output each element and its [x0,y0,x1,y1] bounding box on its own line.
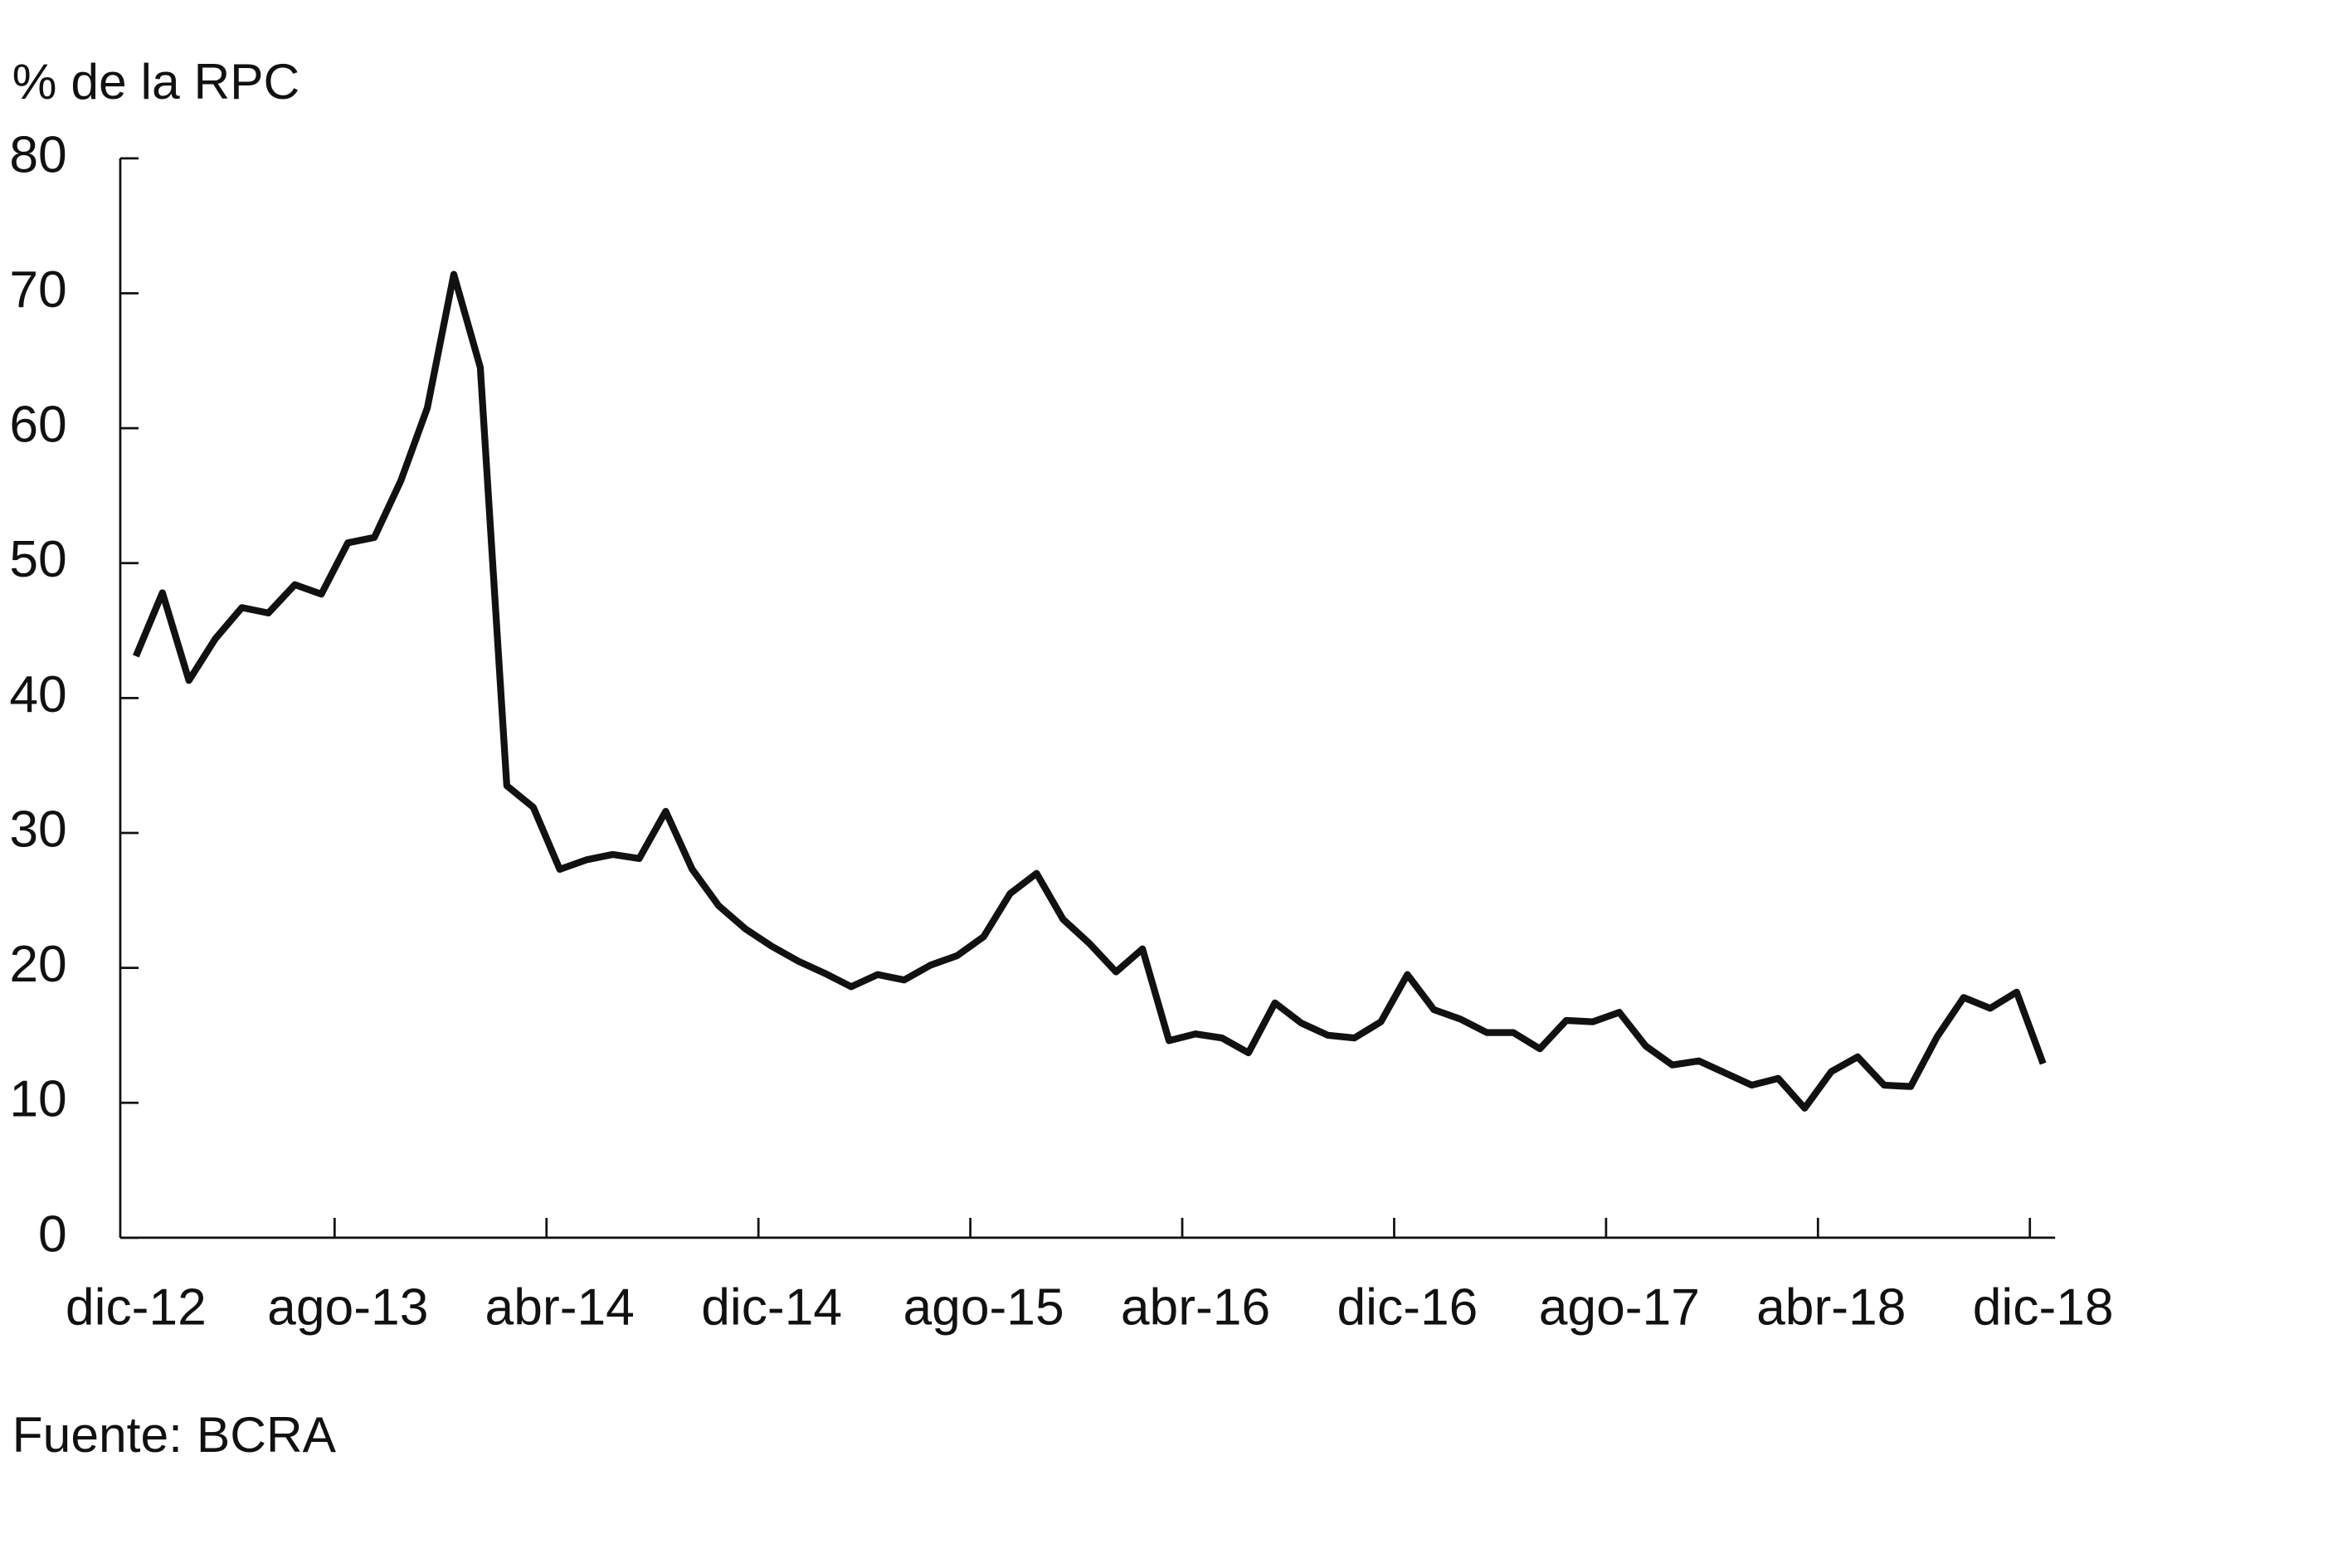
y-tick-label: 40 [9,666,66,723]
x-tick-label: ago-15 [903,1278,1064,1336]
data-line [133,270,2047,1112]
y-tick-label: 60 [9,397,66,454]
y-tick-label: 20 [9,936,66,993]
y-tick-label: 0 [38,1205,67,1263]
x-tick-label: abr-18 [1756,1278,1906,1336]
x-tick-label: dic-18 [1973,1278,2114,1336]
y-tick-label: 70 [9,261,66,319]
x-tick-label: abr-14 [485,1278,635,1336]
x-tick-label: dic-16 [1337,1278,1478,1336]
source-note: Fuente: BCRA [12,1406,337,1463]
y-axis-label: % de la RPC [12,53,300,110]
x-tick-label: ago-17 [1539,1278,1700,1336]
x-tick-label: dic-14 [701,1278,842,1336]
y-tick-label: 10 [9,1071,66,1128]
y-tick-label: 50 [9,531,66,588]
x-tick-label: dic-12 [66,1278,207,1336]
x-tick-label: ago-13 [267,1278,428,1336]
x-tick-label: abr-16 [1121,1278,1270,1336]
y-tick-label: 80 [9,126,66,183]
y-tick-label: 30 [9,801,66,858]
